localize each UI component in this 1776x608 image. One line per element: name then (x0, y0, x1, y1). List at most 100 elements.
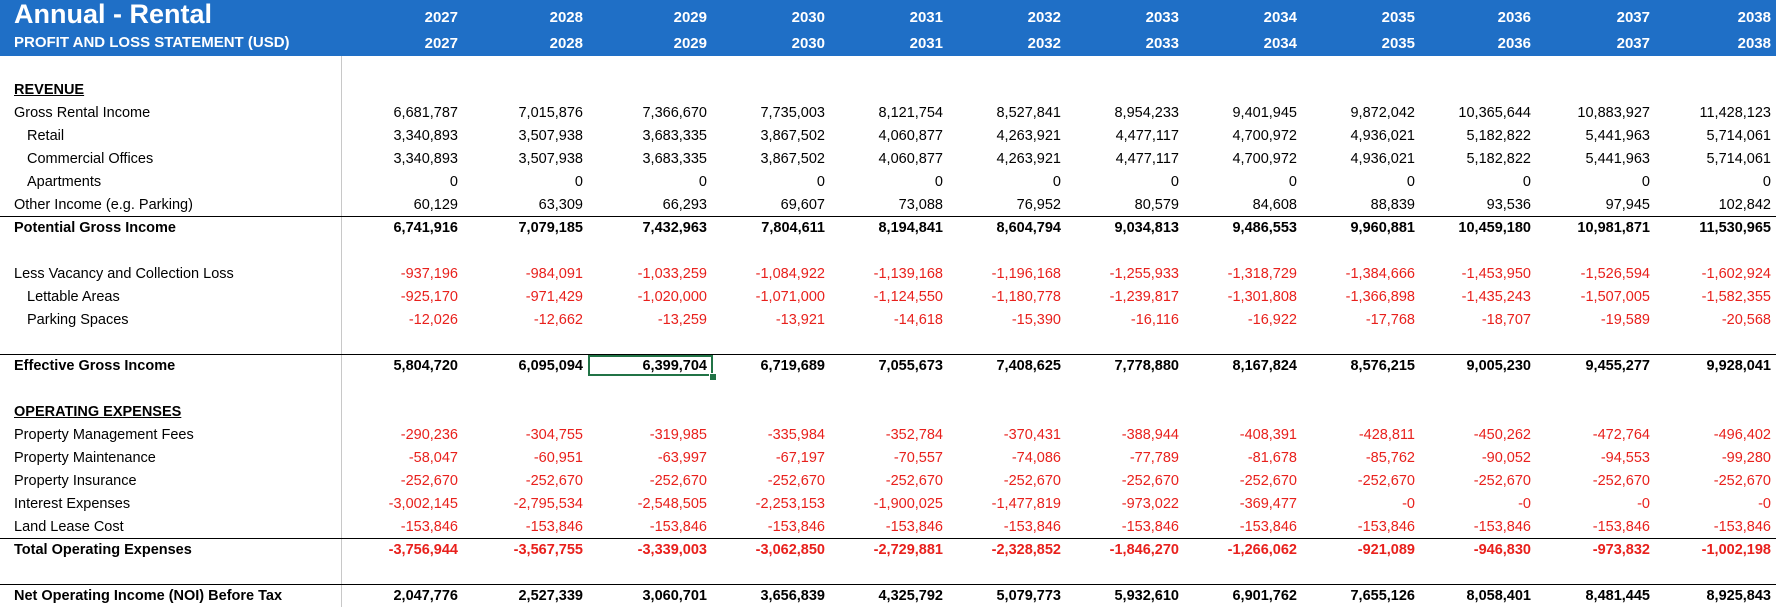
value-cell[interactable]: -153,846 (1239, 519, 1297, 535)
row-label[interactable]: Property Management Fees (14, 427, 194, 443)
value-cell[interactable]: 66,293 (662, 197, 707, 213)
fill-handle[interactable] (709, 373, 717, 381)
value-cell[interactable]: -252,670 (400, 473, 458, 489)
row-label[interactable]: Parking Spaces (27, 312, 129, 328)
value-cell[interactable]: 8,954,233 (1114, 105, 1179, 121)
value-cell[interactable]: -3,002,145 (388, 496, 458, 512)
value-cell[interactable]: -1,435,243 (1461, 289, 1531, 305)
row-label[interactable]: Total Operating Expenses (14, 542, 192, 558)
value-cell[interactable]: -19,589 (1600, 312, 1650, 328)
value-cell[interactable]: 7,655,126 (1350, 588, 1415, 604)
row-label[interactable]: Property Insurance (14, 473, 137, 489)
value-cell[interactable]: -77,789 (1129, 450, 1179, 466)
row-label[interactable]: Effective Gross Income (14, 358, 176, 374)
value-cell[interactable]: -408,391 (1239, 427, 1297, 443)
value-cell[interactable]: 6,681,787 (393, 105, 458, 121)
value-cell[interactable]: 9,401,945 (1232, 105, 1297, 121)
value-cell[interactable]: 3,507,938 (518, 151, 583, 167)
value-cell[interactable]: -252,670 (1357, 473, 1415, 489)
value-cell[interactable]: 7,055,673 (878, 358, 943, 374)
year-header-bottom[interactable]: 2035 (1381, 35, 1415, 52)
value-cell[interactable]: -1,139,168 (873, 266, 943, 282)
row-label[interactable]: OPERATING EXPENSES (14, 404, 182, 420)
value-cell[interactable]: -60,951 (533, 450, 583, 466)
value-cell[interactable]: 7,366,670 (642, 105, 707, 121)
year-header-top[interactable]: 2037 (1616, 9, 1650, 26)
value-cell[interactable]: -153,846 (1357, 519, 1415, 535)
value-cell[interactable]: -14,618 (893, 312, 943, 328)
value-cell[interactable]: -90,052 (1481, 450, 1531, 466)
value-cell[interactable]: 9,455,277 (1585, 358, 1650, 374)
year-header-bottom[interactable]: 2031 (909, 35, 943, 52)
year-header-bottom[interactable]: 2027 (424, 35, 458, 52)
value-cell[interactable]: 9,034,813 (1114, 220, 1179, 236)
value-cell[interactable]: -2,729,881 (873, 542, 943, 558)
value-cell[interactable]: -1,602,924 (1701, 266, 1771, 282)
year-header-bottom[interactable]: 2033 (1145, 35, 1179, 52)
value-cell[interactable]: 73,088 (898, 197, 943, 213)
value-cell[interactable]: -18,707 (1481, 312, 1531, 328)
value-cell[interactable]: 8,194,841 (878, 220, 943, 236)
year-header-bottom[interactable]: 2036 (1497, 35, 1531, 52)
year-header-top[interactable]: 2029 (673, 9, 707, 26)
value-cell[interactable]: -1,084,922 (755, 266, 825, 282)
value-cell[interactable]: 11,428,123 (1699, 105, 1772, 121)
value-cell[interactable]: -1,477,819 (991, 496, 1061, 512)
value-cell[interactable]: 3,507,938 (518, 128, 583, 144)
value-cell[interactable]: 7,408,625 (996, 358, 1061, 374)
value-cell[interactable]: 0 (816, 174, 825, 190)
year-header-bottom[interactable]: 2032 (1027, 35, 1061, 52)
value-cell[interactable]: -153,846 (885, 519, 943, 535)
value-cell[interactable]: -1,124,550 (873, 289, 943, 305)
value-cell[interactable]: 5,079,773 (996, 588, 1061, 604)
value-cell[interactable]: 0 (934, 174, 943, 190)
value-cell[interactable]: -153,846 (1121, 519, 1179, 535)
value-cell[interactable]: 63,309 (538, 197, 583, 213)
value-cell[interactable]: 8,576,215 (1350, 358, 1415, 374)
value-cell[interactable]: 8,604,794 (996, 220, 1061, 236)
value-cell[interactable]: -3,339,003 (637, 542, 707, 558)
value-cell[interactable]: 2,047,776 (393, 588, 458, 604)
value-cell[interactable]: 10,981,871 (1577, 220, 1650, 236)
year-header-top[interactable]: 2028 (549, 9, 583, 26)
value-cell[interactable]: 4,263,921 (996, 151, 1061, 167)
value-cell[interactable]: -99,280 (1721, 450, 1771, 466)
value-cell[interactable]: 0 (1288, 174, 1297, 190)
value-cell[interactable]: 4,477,117 (1115, 128, 1179, 144)
value-cell[interactable]: -153,846 (649, 519, 707, 535)
value-cell[interactable]: 5,182,822 (1466, 151, 1531, 167)
value-cell[interactable]: 10,365,644 (1458, 105, 1531, 121)
value-cell[interactable]: -252,670 (649, 473, 707, 489)
value-cell[interactable]: 10,883,927 (1577, 105, 1650, 121)
value-cell[interactable]: 4,936,021 (1350, 151, 1415, 167)
row-label[interactable]: Other Income (e.g. Parking) (14, 197, 193, 213)
value-cell[interactable]: -304,755 (525, 427, 583, 443)
value-cell[interactable]: 3,867,502 (760, 151, 825, 167)
value-cell[interactable]: 3,340,893 (393, 151, 458, 167)
value-cell[interactable]: 6,741,916 (393, 220, 458, 236)
year-header-bottom[interactable]: 2034 (1263, 35, 1297, 52)
value-cell[interactable]: 0 (1641, 174, 1650, 190)
value-cell[interactable]: -20,568 (1721, 312, 1771, 328)
value-cell[interactable]: -1,239,817 (1109, 289, 1179, 305)
value-cell[interactable]: -3,062,850 (755, 542, 825, 558)
row-label[interactable]: Net Operating Income (NOI) Before Tax (14, 588, 283, 604)
value-cell[interactable]: 9,486,553 (1232, 220, 1297, 236)
value-cell[interactable]: 5,714,061 (1706, 151, 1771, 167)
value-cell[interactable]: 3,683,335 (642, 128, 707, 144)
value-cell[interactable]: 3,060,701 (642, 588, 707, 604)
value-cell[interactable]: -153,846 (1592, 519, 1650, 535)
row-label[interactable]: Gross Rental Income (14, 105, 151, 121)
value-cell[interactable]: -16,116 (1130, 312, 1179, 328)
value-cell[interactable]: -352,784 (885, 427, 943, 443)
value-cell[interactable]: -13,921 (775, 312, 825, 328)
value-cell[interactable]: -0 (1518, 496, 1531, 512)
row-label[interactable]: Interest Expenses (14, 496, 131, 512)
value-cell[interactable]: 0 (1052, 174, 1061, 190)
value-cell[interactable]: 3,683,335 (642, 151, 707, 167)
value-cell[interactable]: 6,719,689 (760, 358, 825, 374)
value-cell[interactable]: 4,325,792 (878, 588, 943, 604)
value-cell[interactable]: -252,670 (1592, 473, 1650, 489)
value-cell[interactable]: 9,005,230 (1466, 358, 1531, 374)
row-label[interactable]: Lettable Areas (27, 289, 120, 305)
